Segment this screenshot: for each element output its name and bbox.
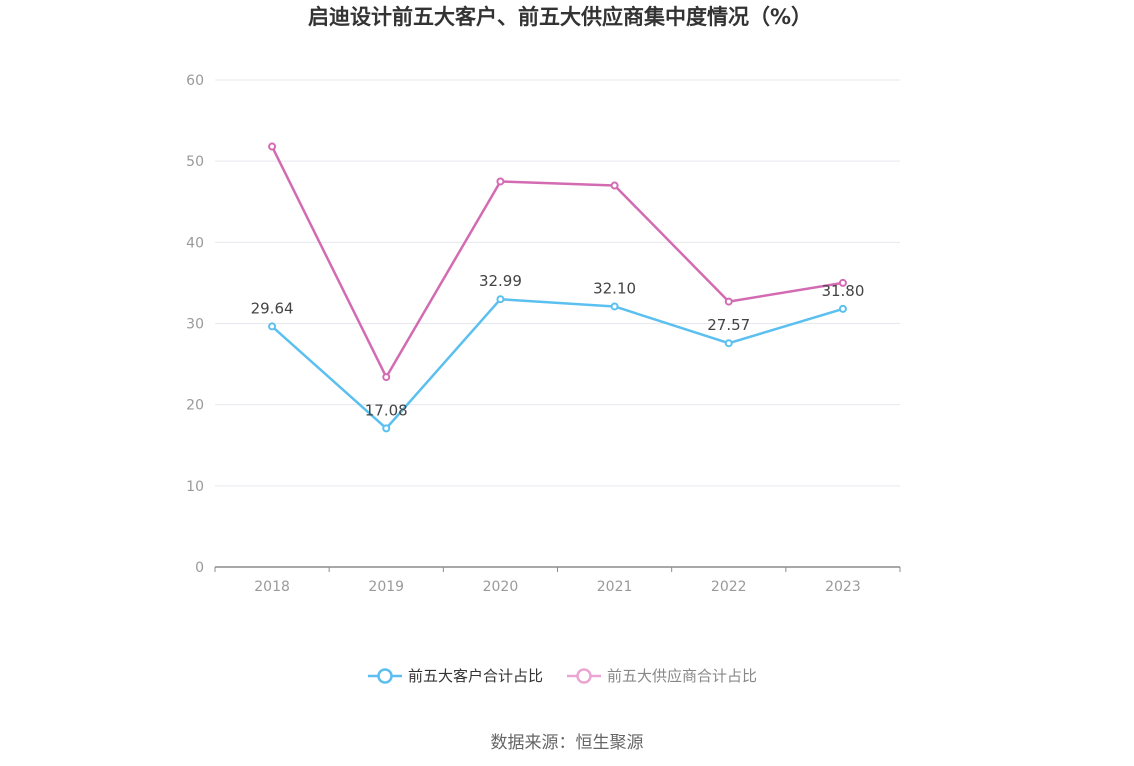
grid-lines [215, 79, 900, 487]
x-tick-label: 2021 [597, 579, 633, 595]
x-tick-label: 2020 [483, 579, 519, 595]
data-point [496, 177, 505, 186]
data-label: 17.08 [365, 401, 408, 419]
y-tick-label: 60 [186, 73, 204, 89]
x-tick-label: 2018 [254, 579, 290, 595]
y-tick-label: 20 [186, 398, 204, 414]
y-tick-label: 10 [186, 479, 204, 495]
source-note: 数据来源：恒生聚源 [491, 733, 644, 753]
data-label: 27.57 [707, 316, 750, 334]
y-tick-label: 0 [195, 560, 204, 576]
y-tick-label: 50 [186, 154, 204, 170]
data-label: 29.64 [251, 299, 294, 317]
x-tick-label: 2022 [711, 579, 747, 595]
data-point [610, 181, 619, 190]
data-point [610, 302, 619, 311]
series-layer: 29.64 17.08 32.99 32.10 27.57 31.80 [251, 142, 864, 433]
legend-marker [576, 668, 592, 684]
data-label: 31.80 [821, 282, 864, 300]
x-axis: 2018 2019 2020 2021 2022 2023 [214, 566, 901, 595]
series-line [271, 297, 844, 430]
y-tick-label: 40 [186, 235, 204, 251]
data-point [838, 304, 847, 313]
data-point [382, 373, 391, 382]
legend[interactable]: 前五大客户合计占比 前五大供应商合计占比 [368, 667, 757, 685]
data-label: 32.99 [479, 272, 522, 290]
y-axis: 0 10 20 30 40 50 60 [186, 73, 204, 576]
data-point [268, 142, 277, 151]
data-point [496, 295, 505, 304]
legend-label: 前五大客户合计占比 [408, 667, 543, 685]
x-tick-label: 2019 [368, 579, 404, 595]
data-label: 32.10 [593, 279, 636, 297]
data-point [838, 278, 847, 287]
data-point [724, 297, 733, 306]
data-point [268, 322, 277, 331]
legend-label: 前五大供应商合计占比 [607, 667, 757, 685]
data-point [724, 339, 733, 348]
series-line [270, 146, 844, 379]
data-point [382, 424, 391, 433]
x-tick-label: 2023 [825, 579, 861, 595]
chart-title: 启迪设计前五大客户、前五大供应商集中度情况（%） [308, 5, 812, 29]
legend-marker [377, 668, 393, 684]
y-tick-label: 30 [186, 317, 204, 333]
